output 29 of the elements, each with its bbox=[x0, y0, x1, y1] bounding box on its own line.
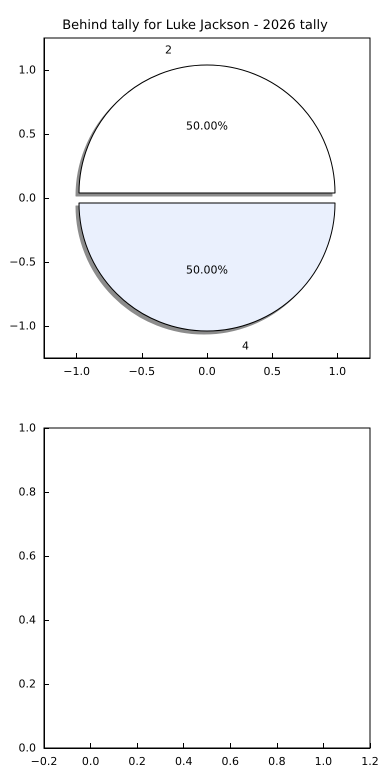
x-tick-label: 0.8 bbox=[268, 755, 286, 768]
slice-label: 4 bbox=[242, 340, 249, 352]
x-tick-label: 0.2 bbox=[128, 755, 146, 768]
data-label: 50.00% bbox=[186, 120, 228, 132]
x-tick-label: 1.2 bbox=[361, 755, 379, 768]
y-tick-label: 0.2 bbox=[18, 678, 36, 690]
chart-title: Behind tally for Luke Jackson - 2026 tally bbox=[62, 18, 328, 33]
x-tick-label: −0.5 bbox=[128, 365, 156, 378]
x-tick-label: 0.6 bbox=[222, 755, 240, 768]
y-tick-label: −1.0 bbox=[9, 320, 36, 332]
slice-label: 2 bbox=[165, 44, 172, 56]
y-tick-label: 0.0 bbox=[18, 192, 36, 204]
y-tick-label: 0.5 bbox=[18, 128, 36, 140]
x-tick-label: 0.0 bbox=[198, 365, 216, 378]
y-tick-label: 1.0 bbox=[18, 422, 36, 434]
x-tick-label: 0.4 bbox=[174, 755, 192, 768]
y-tick-label: −0.5 bbox=[9, 256, 36, 268]
y-tick-label: 1.0 bbox=[18, 64, 36, 76]
y-tick-label: 0.6 bbox=[18, 550, 36, 562]
y-tick-label: 0.4 bbox=[18, 614, 36, 626]
y-tick-label: 0.0 bbox=[18, 742, 36, 754]
x-tick-label: 0.0 bbox=[82, 755, 100, 768]
x-tick-label: 1.0 bbox=[328, 365, 346, 378]
data-label: 50.00% bbox=[186, 264, 228, 276]
x-tick-label: −0.2 bbox=[30, 755, 58, 768]
x-tick-label: 0.5 bbox=[263, 365, 281, 378]
x-tick-label: −1.0 bbox=[63, 365, 90, 378]
y-tick-label: 0.8 bbox=[18, 486, 36, 498]
x-tick-label: 1.0 bbox=[314, 755, 332, 768]
